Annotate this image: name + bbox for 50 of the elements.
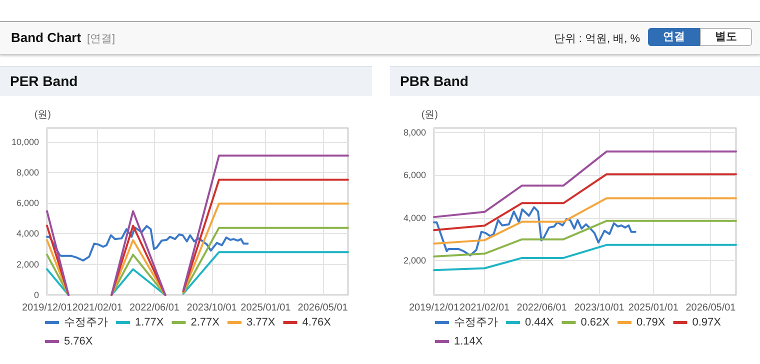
x-tick-label: 2023/10/01 <box>186 302 238 314</box>
line-series <box>433 197 737 245</box>
x-tick-label: 2026/05/01 <box>298 302 348 314</box>
line-series <box>433 206 636 256</box>
y-tick-label: 8,000 <box>16 167 39 178</box>
legend-label: 4.76X <box>302 316 332 328</box>
legend-label: 수정주가 <box>64 316 108 328</box>
legend-label: 0.62X <box>580 316 610 328</box>
chart-title: PBR Band <box>390 66 760 96</box>
legend-label: 5.76X <box>64 336 94 348</box>
y-tick-label: 6,000 <box>403 170 426 180</box>
y-tick-label: 10,000 <box>11 136 39 147</box>
x-tick-label: 2023/10/01 <box>574 302 625 314</box>
y-tick-label: 4,000 <box>16 228 39 239</box>
line-series <box>433 220 737 258</box>
y-tick-label: 8,000 <box>403 127 426 138</box>
legend-label: 3.77X <box>246 316 276 328</box>
text: Band Chart <box>11 30 82 45</box>
line-series <box>433 150 737 218</box>
x-tick-label: 2022/06/01 <box>129 302 180 314</box>
y-tick-label: 2,000 <box>16 259 39 270</box>
text: 연결 <box>648 28 700 46</box>
x-tick-label: 2021/02/01 <box>460 302 510 314</box>
y-tick-label: 4,000 <box>403 212 426 223</box>
x-tick-label: 2022/06/01 <box>516 302 568 314</box>
x-tick-label: 2026/05/01 <box>686 302 736 314</box>
y-tick-label: 0 <box>34 290 39 300</box>
text: 단위 : 억원, 배, % <box>554 32 640 46</box>
x-tick-label: 2019/12/01 <box>22 302 72 314</box>
x-tick-label: 2025/01/01 <box>628 302 679 314</box>
text: 별도 <box>700 28 752 46</box>
line-series <box>433 173 737 232</box>
legend-label: 0.44X <box>525 316 554 328</box>
x-tick-label: 2019/12/01 <box>408 302 460 314</box>
y-axis-title: (원) <box>34 110 51 120</box>
chart-title: PER Band <box>0 66 372 96</box>
line-series <box>433 244 737 272</box>
legend-label: 1.77X <box>135 316 164 328</box>
line-series <box>46 225 249 262</box>
legend-label: 수정주가 <box>454 316 498 328</box>
legend-label: 2.77X <box>190 316 220 328</box>
x-tick-label: 2021/02/01 <box>72 302 123 314</box>
y-axis-title: (원) <box>421 110 438 120</box>
x-tick-label: 2025/01/01 <box>240 302 292 314</box>
y-tick-label: 6,000 <box>16 198 39 208</box>
legend-label: 1.14X <box>454 336 484 348</box>
text: [연결] <box>87 32 116 46</box>
legend-label: 0.79X <box>636 316 666 328</box>
legend-label: 0.97X <box>692 316 722 328</box>
y-tick-label: 2,000 <box>403 256 426 266</box>
